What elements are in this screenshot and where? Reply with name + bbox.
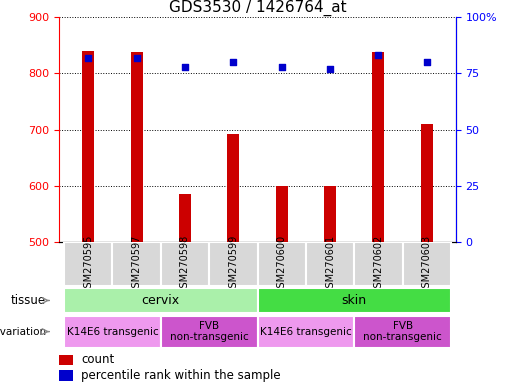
Point [132, 55, 141, 61]
Text: count: count [81, 353, 114, 366]
Text: tissue: tissue [11, 294, 46, 307]
Bar [82, 51, 94, 242]
Point [84, 55, 92, 61]
Text: GSM270595: GSM270595 [83, 234, 93, 294]
Bar [112, 242, 161, 286]
Bar [179, 194, 191, 242]
Text: GSM270603: GSM270603 [422, 235, 432, 293]
Bar [354, 316, 451, 348]
Bar [227, 134, 239, 242]
Bar [306, 242, 354, 286]
Point [229, 59, 237, 65]
Bar [131, 52, 143, 242]
Text: GSM270601: GSM270601 [325, 235, 335, 293]
Bar [354, 242, 403, 286]
Point [374, 52, 383, 58]
Bar [258, 242, 306, 286]
Bar [59, 355, 73, 365]
Text: FVB
non-transgenic: FVB non-transgenic [170, 321, 249, 343]
Text: percentile rank within the sample: percentile rank within the sample [81, 369, 281, 382]
Bar [64, 242, 112, 286]
Bar [372, 52, 384, 242]
Bar [421, 124, 433, 242]
Point [181, 64, 189, 70]
Text: skin: skin [341, 294, 367, 307]
Bar [64, 288, 258, 313]
Text: GSM270597: GSM270597 [132, 234, 142, 294]
Point [326, 66, 334, 72]
Bar [258, 316, 354, 348]
Text: GSM270602: GSM270602 [373, 234, 383, 294]
Text: GSM270599: GSM270599 [228, 234, 238, 294]
Point [278, 64, 286, 70]
Text: genotype/variation: genotype/variation [0, 326, 46, 337]
Point [423, 59, 431, 65]
Text: K14E6 transgenic: K14E6 transgenic [66, 326, 158, 337]
Bar [59, 370, 73, 381]
Text: K14E6 transgenic: K14E6 transgenic [260, 326, 352, 337]
Bar [161, 316, 258, 348]
Bar [258, 288, 451, 313]
Bar [403, 242, 451, 286]
Text: FVB
non-transgenic: FVB non-transgenic [363, 321, 442, 343]
Bar [276, 186, 288, 242]
Text: cervix: cervix [142, 294, 180, 307]
Text: GSM270598: GSM270598 [180, 234, 190, 294]
Bar [209, 242, 258, 286]
Bar [161, 242, 209, 286]
Title: GDS3530 / 1426764_at: GDS3530 / 1426764_at [169, 0, 346, 16]
Bar [64, 316, 161, 348]
Bar [324, 186, 336, 242]
Text: GSM270600: GSM270600 [277, 235, 287, 293]
